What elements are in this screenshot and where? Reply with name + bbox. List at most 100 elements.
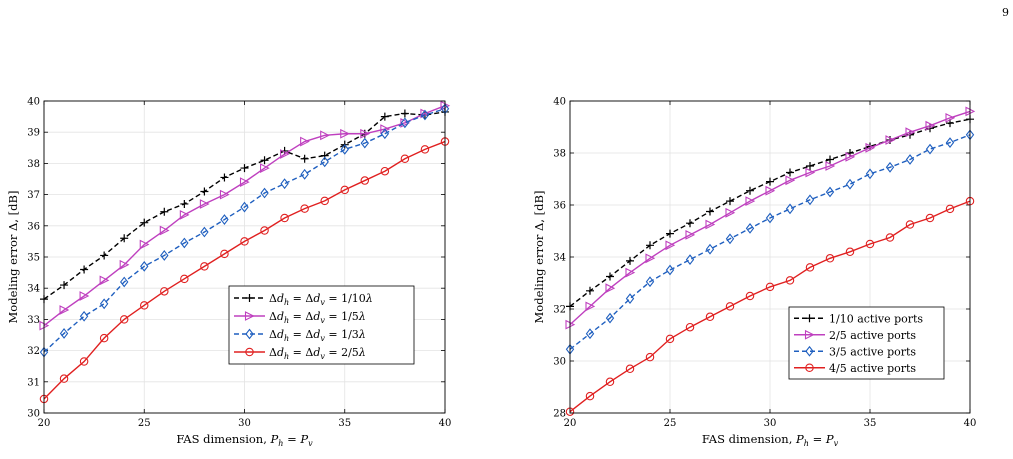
series-2 [39, 100, 451, 331]
series-line [569, 134, 971, 350]
data-point [745, 196, 756, 206]
data-point [626, 256, 634, 265]
data-point [360, 176, 370, 185]
y-tick-label: 34 [553, 253, 566, 264]
data-point [806, 162, 814, 170]
y-axis-label: Modeling error Δ, [dB] [532, 191, 546, 324]
data-point [685, 254, 695, 265]
data-point [665, 334, 675, 344]
x-tick-label: 40 [964, 418, 977, 429]
y-axis-label: Modeling error Δ, [dB] [6, 191, 20, 324]
data-point [80, 265, 89, 274]
data-point [785, 175, 796, 186]
data-point [646, 241, 654, 250]
data-point [380, 166, 390, 176]
series-line [569, 200, 971, 413]
data-point [765, 282, 775, 292]
series-line [43, 108, 446, 353]
data-point [240, 237, 249, 246]
legend-label: 1/10 active ports [829, 312, 923, 325]
legend-label: Δdh = Δdv = 1/5λ [269, 310, 366, 325]
data-point [99, 298, 109, 310]
data-point [585, 391, 595, 401]
data-point [380, 128, 390, 140]
data-point [765, 185, 776, 196]
data-point [199, 199, 210, 209]
data-point [240, 164, 249, 173]
data-point [746, 186, 754, 195]
x-tick-label: 35 [338, 418, 351, 429]
y-tick-label: 37 [27, 190, 40, 201]
data-point [340, 185, 349, 195]
data-point [686, 219, 694, 228]
x-tick-label: 30 [238, 418, 251, 429]
data-point [805, 194, 815, 206]
series-4 [39, 137, 450, 404]
data-point [905, 154, 915, 165]
data-point [160, 287, 169, 296]
data-point [59, 374, 69, 383]
y-tick-label: 35 [27, 253, 40, 264]
legend-marker [805, 345, 814, 357]
data-point [300, 168, 309, 180]
y-tick-label: 30 [553, 357, 566, 368]
data-point [380, 112, 389, 121]
x-tick-label: 20 [564, 418, 577, 429]
data-point [885, 233, 895, 242]
x-tick-label: 35 [864, 418, 877, 429]
data-point [400, 109, 409, 118]
data-point [845, 152, 856, 162]
data-point [726, 197, 734, 206]
data-point [300, 154, 309, 163]
y-tick-label: 28 [553, 409, 566, 420]
data-point [320, 130, 330, 141]
data-point [220, 249, 229, 259]
data-point [845, 178, 855, 190]
data-point [79, 357, 89, 366]
legend-marker [805, 363, 814, 372]
data-point [240, 201, 249, 213]
data-point [725, 207, 736, 218]
data-point [625, 293, 635, 304]
chart-right: 20 25 30 35 40 28 30 32 34 36 38 40 FAS dimension, P… [532, 97, 976, 449]
data-point [885, 135, 896, 145]
legend-label: Δdh = Δdv = 1/3λ [269, 328, 366, 343]
data-point [825, 186, 835, 198]
legend-marker [244, 311, 255, 321]
data-point [665, 264, 675, 276]
x-tick-label: 40 [439, 418, 452, 429]
data-point [885, 161, 895, 173]
data-point [725, 302, 735, 311]
legend-marker [804, 329, 815, 340]
legend: 1/10 active ports 2/5 active ports 3/5 act… [788, 306, 945, 380]
data-point [260, 226, 269, 235]
data-point [865, 142, 876, 153]
legend-box [228, 285, 415, 365]
y-tick-label: 36 [553, 201, 566, 212]
legend-label: 4/5 active ports [829, 362, 916, 375]
data-point [645, 253, 656, 264]
data-point [99, 275, 110, 286]
data-point [925, 120, 936, 131]
legend: Δdh = Δdv = 1/10λ Δdh = Δdv = 1/5λ Δdh = Δ… [228, 285, 415, 365]
x-tick-label: 20 [38, 418, 51, 429]
data-point [239, 177, 250, 188]
y-tick-label: 38 [553, 149, 566, 160]
data-point [260, 156, 269, 165]
data-point [585, 328, 595, 340]
data-point [320, 196, 329, 206]
data-point [140, 260, 149, 272]
y-tick-label: 39 [27, 128, 40, 139]
data-point [826, 155, 834, 164]
series-line [43, 140, 446, 400]
data-point [380, 124, 391, 134]
data-point [120, 276, 129, 288]
data-point [140, 218, 149, 227]
data-point [605, 377, 615, 387]
y-tick-label: 30 [27, 409, 40, 420]
data-point [400, 154, 410, 163]
data-point [280, 213, 289, 223]
series-line [569, 110, 971, 326]
data-point [260, 187, 269, 199]
